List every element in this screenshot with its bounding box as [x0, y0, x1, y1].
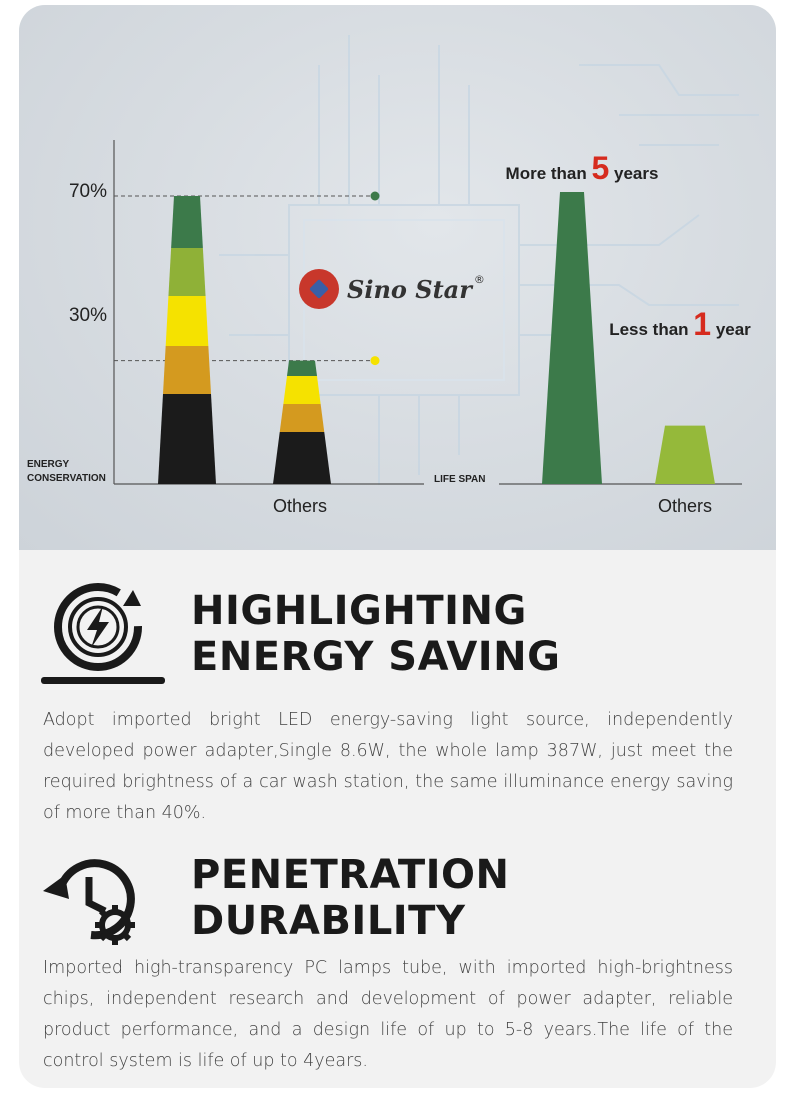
section-body-energy: Adopt imported bright LED energy-saving …	[43, 710, 733, 823]
chart1-bars	[158, 196, 331, 484]
title-line-1: PENETRATION	[191, 852, 510, 898]
chart2-y-label: LIFE SPAN	[434, 474, 485, 485]
circuit-background	[219, 35, 759, 485]
chart1-bar-0-segment-2	[165, 296, 209, 346]
chart1-bar-0-segment-4	[171, 196, 203, 248]
product-card: 70% 30% ENERGY CONSERVATION Others LIFE …	[19, 5, 776, 1088]
chart1-bar-1-segment-0	[273, 432, 331, 484]
chart1-y-label-line1: ENERGY	[27, 459, 70, 470]
chart1-bar-0-segment-0	[158, 394, 216, 484]
chart1-refdot-70	[370, 191, 380, 201]
chart1-ytick-70: 70%	[69, 181, 107, 202]
chart1-bar-0-segment-1	[163, 346, 211, 394]
section-body-durability: Imported high-transparency PC lamps tube…	[43, 958, 733, 1071]
registered-mark: ®	[473, 273, 485, 286]
sino-star-logo: Sino Star ®	[299, 267, 485, 311]
chart2-category-others: Others	[658, 496, 712, 516]
charts-svg: 70% 30% ENERGY CONSERVATION Others LIFE …	[27, 35, 759, 516]
title-line-1: HIGHLIGHTING	[191, 588, 527, 634]
annotation-1-post: year	[711, 320, 751, 339]
chart1-refdot-30	[370, 356, 380, 366]
chart2-bar-1	[655, 425, 715, 484]
energy-saving-icon	[41, 580, 167, 688]
sino-star-logo-icon	[299, 269, 339, 309]
annotation-1-num: 1	[693, 306, 711, 342]
chart1-category-others: Others	[273, 496, 327, 516]
chart1-ytick-30: 30%	[69, 305, 107, 326]
chart1-bar-1-segment-1	[279, 404, 325, 432]
logo-text: Sino Star	[347, 274, 472, 304]
chart1-bar-1-segment-2	[283, 376, 321, 404]
section-title-durability: PENETRATION DURABILITY	[191, 852, 510, 944]
chart1-y-label: ENERGY CONSERVATION	[27, 459, 106, 484]
chart2-bars	[542, 192, 715, 484]
annotation-5-post: years	[609, 164, 658, 183]
charts-panel: 70% 30% ENERGY CONSERVATION Others LIFE …	[19, 5, 776, 550]
annotation-5-pre: More than	[506, 164, 592, 183]
title-line-2: DURABILITY	[191, 898, 466, 944]
chart1-reference-lines	[114, 191, 380, 366]
chart2-annotation-5-years: More than 5 years	[506, 150, 659, 186]
chart2-bar-0	[542, 192, 602, 484]
durability-clock-gear-icon	[41, 857, 141, 947]
title-line-2: ENERGY SAVING	[191, 634, 561, 680]
annotation-1-pre: Less than	[609, 320, 693, 339]
chart1-y-label-line2: CONSERVATION	[27, 473, 106, 484]
section-title-energy: HIGHLIGHTING ENERGY SAVING	[191, 588, 560, 680]
chart1-bar-1-segment-3	[287, 360, 317, 376]
chart1-bar-0-segment-3	[168, 248, 206, 296]
annotation-5-num: 5	[591, 150, 609, 186]
chart2-annotation-1-year: Less than 1 year	[609, 306, 751, 342]
